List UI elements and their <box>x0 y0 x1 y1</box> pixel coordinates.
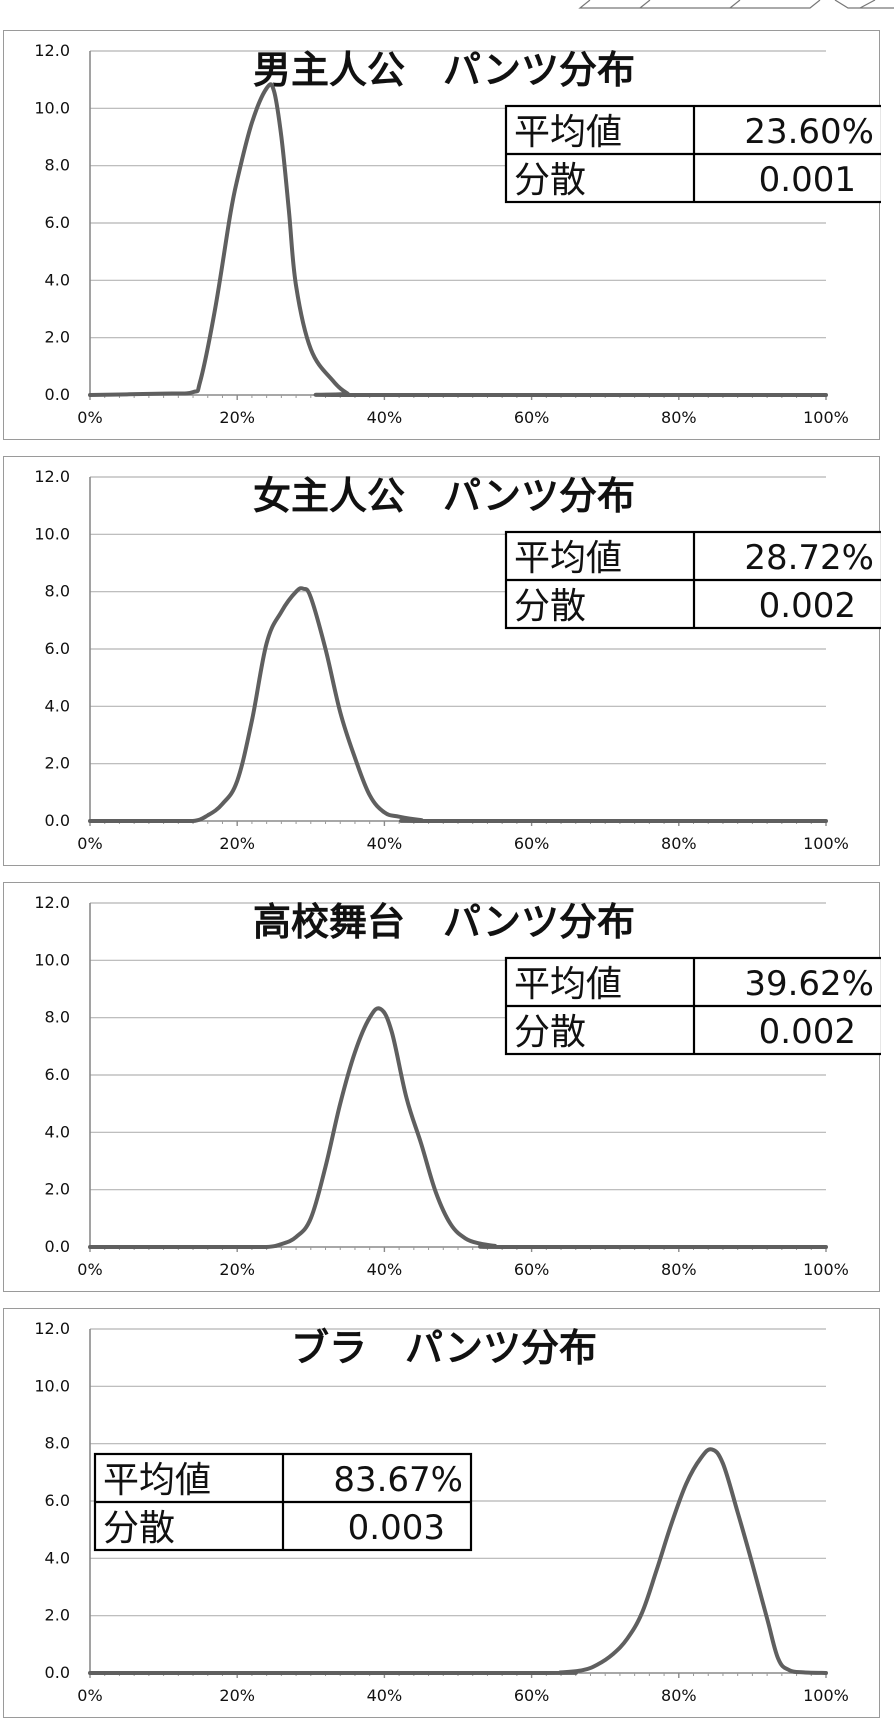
y-tick-label: 2.0 <box>45 1606 70 1625</box>
variance-value: 0.002 <box>759 586 856 626</box>
x-tick-label: 100% <box>803 408 849 427</box>
x-tick-label: 20% <box>219 834 255 853</box>
mean-value: 23.60% <box>744 112 874 152</box>
x-tick-label: 40% <box>367 1686 403 1705</box>
x-tick-label: 0% <box>77 1686 102 1705</box>
x-tick-label: 80% <box>661 1686 697 1705</box>
chart-title: 高校舞台 パンツ分布 <box>253 900 635 944</box>
x-tick-label: 60% <box>514 834 550 853</box>
variance-label: 分散 <box>103 1508 175 1549</box>
distribution-line <box>88 1447 828 1675</box>
x-tick-label: 80% <box>661 834 697 853</box>
y-tick-label: 0.0 <box>45 1663 70 1682</box>
x-tick-label: 100% <box>803 1686 849 1705</box>
y-tick-label: 8.0 <box>45 1008 70 1027</box>
y-tick-label: 10.0 <box>34 524 70 543</box>
x-tick-label: 40% <box>367 408 403 427</box>
y-tick-label: 12.0 <box>34 41 70 60</box>
y-tick-label: 4.0 <box>45 1548 70 1567</box>
chart-svg: 0.0 2.0 4.0 6.0 8.0 10.0 12.0 0% 20% 40% 60% 80% 100… <box>34 467 881 853</box>
mean-value: 28.72% <box>744 538 874 578</box>
chart-panel-male-protagonist: 0.0 2.0 4.0 6.0 8.0 10.0 12.0 0% 20% 40% 60% 80% 100… <box>3 30 881 440</box>
distribution-line <box>88 586 828 824</box>
chart-title: ブラ パンツ分布 <box>291 1326 597 1370</box>
y-tick-label: 8.0 <box>45 1434 70 1453</box>
x-tick-label: 0% <box>77 408 102 427</box>
chart-svg: 0.0 2.0 4.0 6.0 8.0 10.0 12.0 0% 20% 40% 60% 80% 100… <box>34 893 881 1279</box>
x-tick-label: 60% <box>514 408 550 427</box>
mean-label: 平均値 <box>514 964 622 1005</box>
y-tick-label: 12.0 <box>34 467 70 486</box>
y-tick-label: 6.0 <box>45 213 70 232</box>
stats-table: 平均値 39.62% 分散 0.002 <box>504 956 881 1056</box>
x-tick-label: 40% <box>367 834 403 853</box>
x-tick-label: 20% <box>219 1686 255 1705</box>
x-tick-label: 80% <box>661 408 697 427</box>
variance-value: 0.001 <box>759 160 856 200</box>
x-tick-label: 0% <box>77 1260 102 1279</box>
mean-label: 平均値 <box>514 538 622 579</box>
mean-value: 39.62% <box>744 964 874 1004</box>
y-tick-label: 10.0 <box>34 950 70 969</box>
x-tick-label: 60% <box>514 1260 550 1279</box>
distribution-line <box>88 82 828 398</box>
x-tick-label: 20% <box>219 408 255 427</box>
y-tick-label: 8.0 <box>45 582 70 601</box>
chart-svg: 0.0 2.0 4.0 6.0 8.0 10.0 12.0 0% 20% 40% 60% 80% 100… <box>34 1319 849 1705</box>
mean-label: 平均値 <box>514 112 622 153</box>
y-tick-label: 4.0 <box>45 270 70 289</box>
chart-title: 女主人公 パンツ分布 <box>253 474 635 518</box>
chart-title: 男主人公 パンツ分布 <box>253 48 635 92</box>
y-tick-label: 0.0 <box>45 811 70 830</box>
chart-panel-high-school-setting: 0.0 2.0 4.0 6.0 8.0 10.0 12.0 0% 20% 40% 60% 80% 100… <box>3 882 881 1292</box>
mean-value: 83.67% <box>333 1460 463 1500</box>
y-tick-label: 2.0 <box>45 328 70 347</box>
mean-label: 平均値 <box>103 1460 211 1501</box>
x-tick-label: 100% <box>803 1260 849 1279</box>
chart-panel-bra: 0.0 2.0 4.0 6.0 8.0 10.0 12.0 0% 20% 40% 60% 80% 100… <box>3 1308 880 1718</box>
y-tick-label: 0.0 <box>45 385 70 404</box>
y-tick-label: 0.0 <box>45 1237 70 1256</box>
variance-value: 0.002 <box>759 1012 856 1052</box>
y-tick-label: 6.0 <box>45 639 70 658</box>
y-tick-label: 6.0 <box>45 1491 70 1510</box>
x-tick-label: 80% <box>661 1260 697 1279</box>
chart-svg: 0.0 2.0 4.0 6.0 8.0 10.0 12.0 0% 20% 40% 60% 80% 100… <box>34 41 881 427</box>
distribution-line <box>88 1006 828 1249</box>
variance-label: 分散 <box>514 160 586 201</box>
y-tick-label: 2.0 <box>45 1180 70 1199</box>
y-tick-label: 8.0 <box>45 156 70 175</box>
y-tick-label: 2.0 <box>45 754 70 773</box>
stats-table: 平均値 28.72% 分散 0.002 <box>504 530 881 630</box>
x-tick-label: 20% <box>219 1260 255 1279</box>
x-tick-label: 100% <box>803 834 849 853</box>
y-tick-label: 10.0 <box>34 1376 70 1395</box>
x-tick-label: 40% <box>367 1260 403 1279</box>
y-tick-label: 10.0 <box>34 98 70 117</box>
y-tick-label: 6.0 <box>45 1065 70 1084</box>
variance-value: 0.003 <box>348 1508 445 1548</box>
stats-table: 平均値 23.60% 分散 0.001 <box>504 104 881 204</box>
variance-label: 分散 <box>514 1012 586 1053</box>
corner-decoration <box>578 0 894 9</box>
x-tick-label: 60% <box>514 1686 550 1705</box>
y-tick-label: 4.0 <box>45 696 70 715</box>
y-tick-label: 12.0 <box>34 1319 70 1338</box>
x-tick-label: 0% <box>77 834 102 853</box>
chart-panel-female-protagonist: 0.0 2.0 4.0 6.0 8.0 10.0 12.0 0% 20% 40% 60% 80% 100… <box>3 456 881 866</box>
y-tick-label: 12.0 <box>34 893 70 912</box>
y-tick-label: 4.0 <box>45 1122 70 1141</box>
stats-table: 平均値 83.67% 分散 0.003 <box>93 1452 473 1552</box>
variance-label: 分散 <box>514 586 586 627</box>
